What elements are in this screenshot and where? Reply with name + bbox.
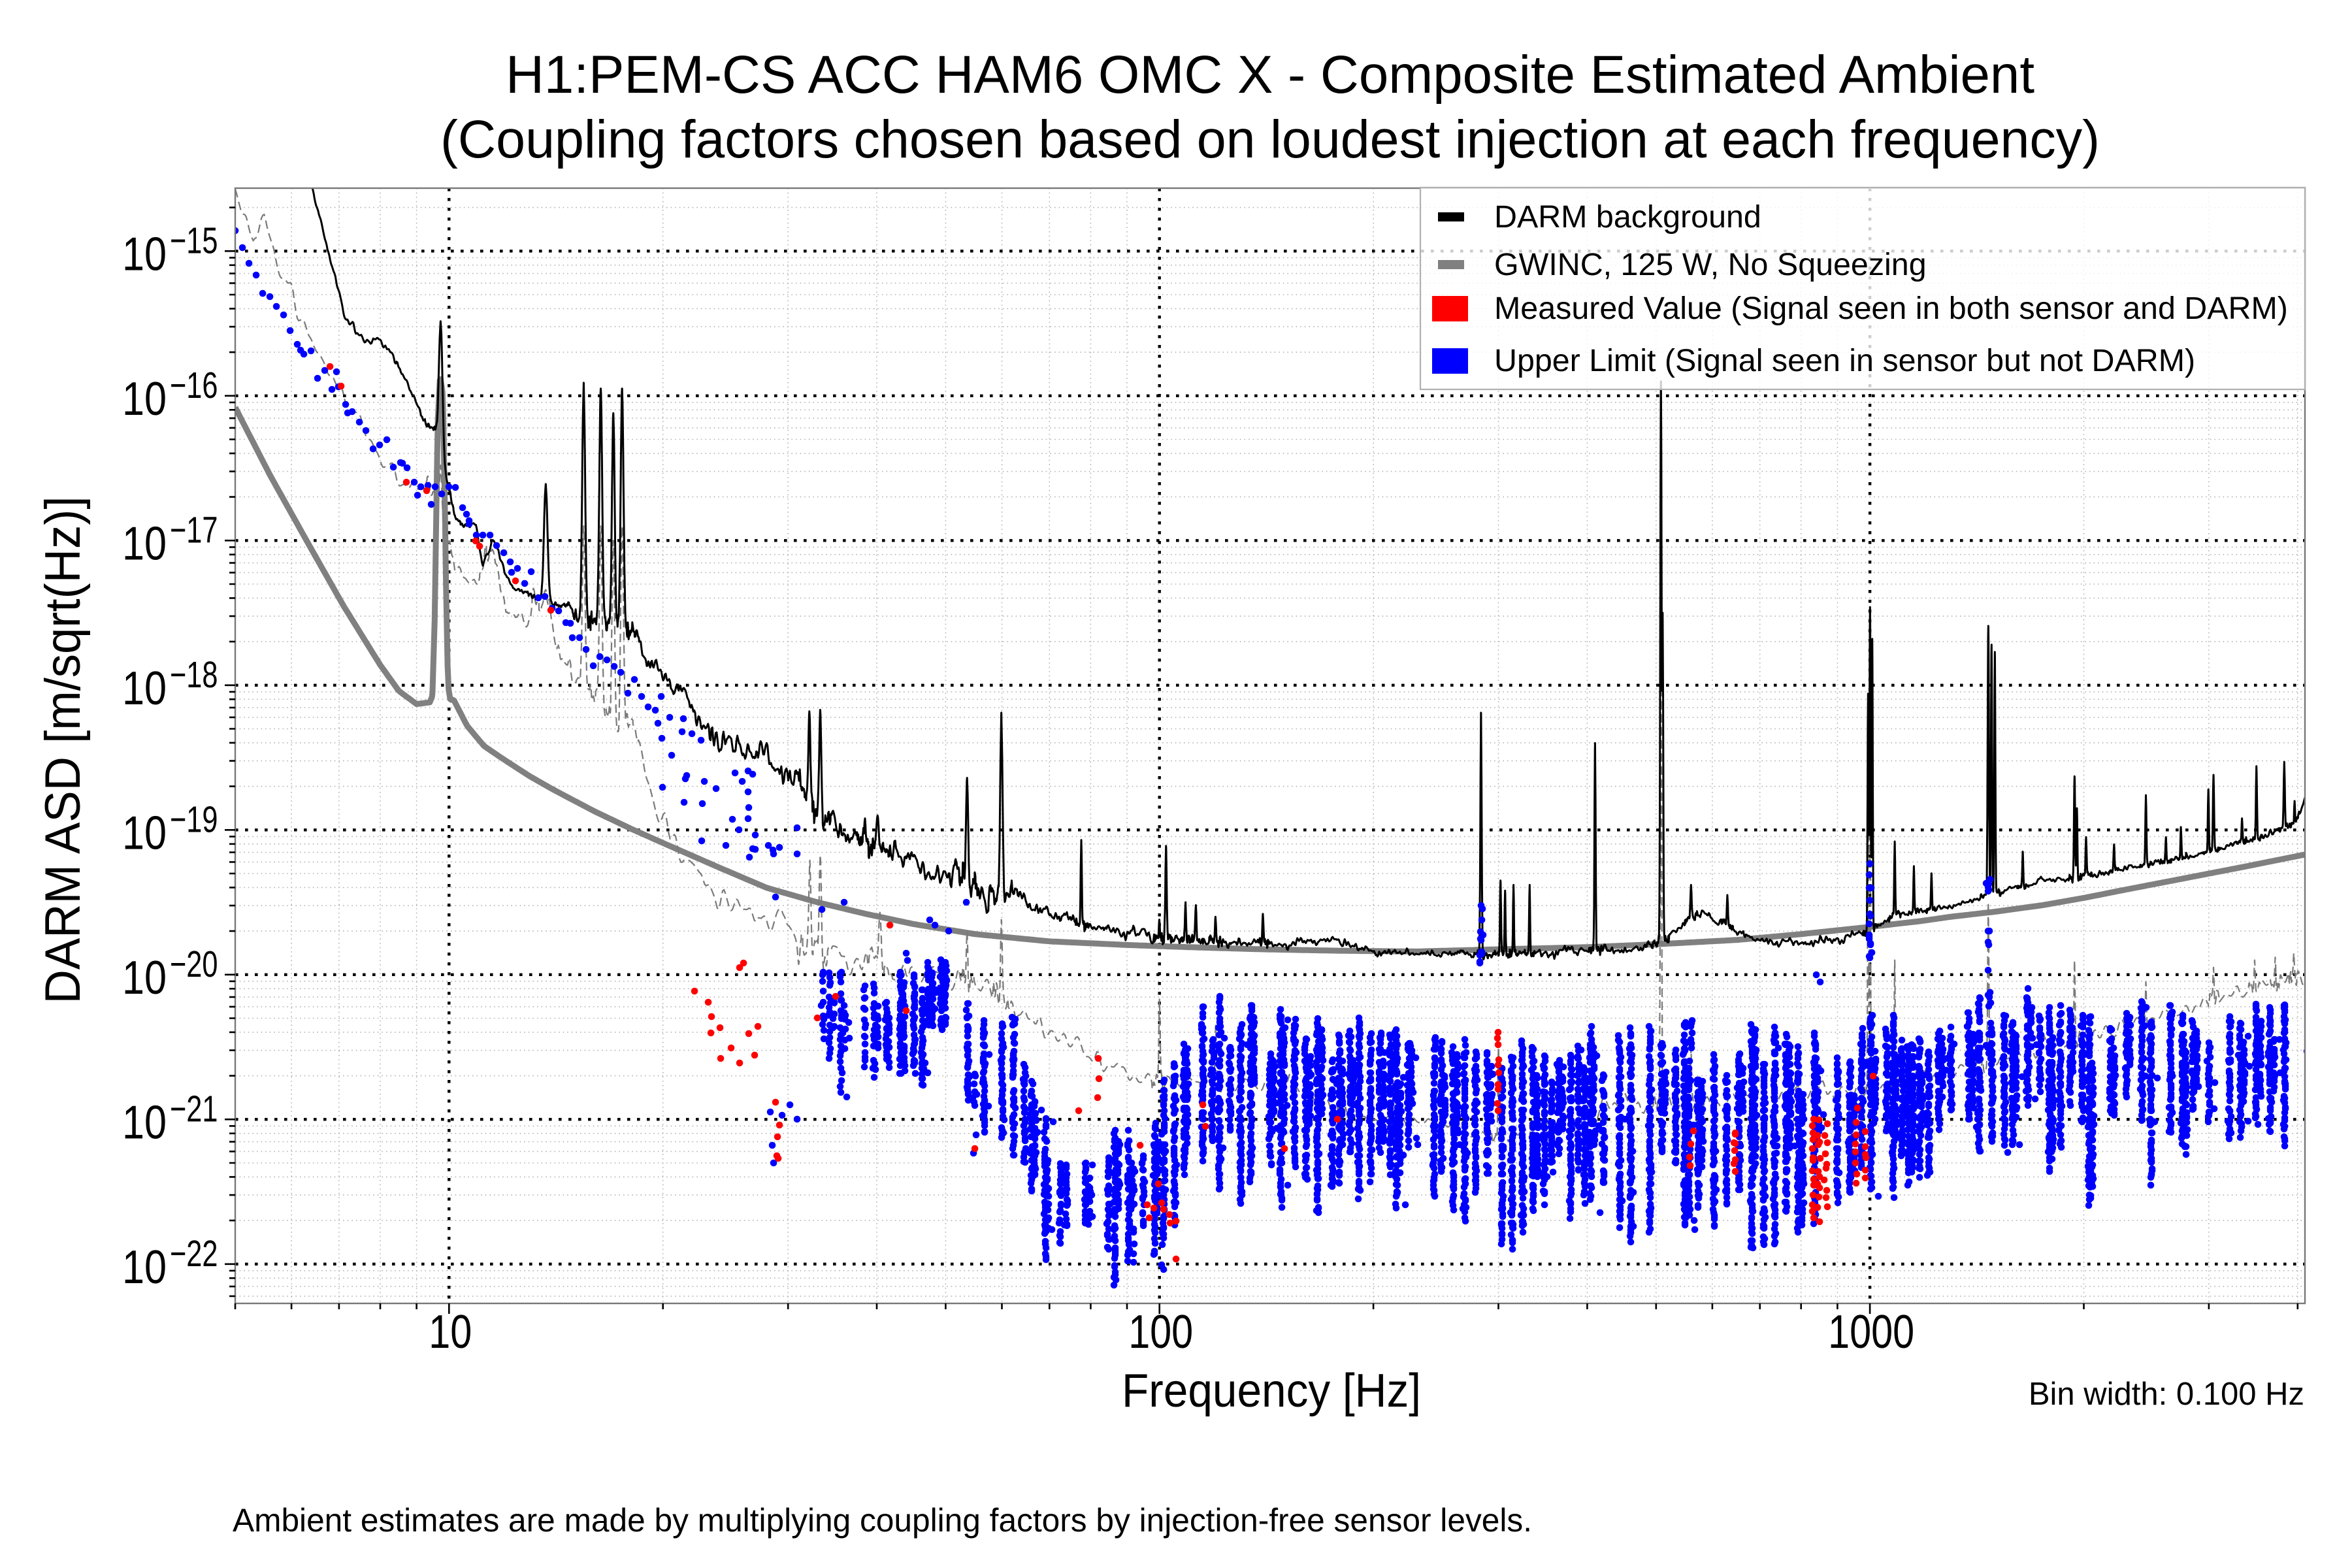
svg-text:GWINC, 125 W, No Squeezing: GWINC, 125 W, No Squeezing [1494,247,1927,282]
svg-text:Bin width: 0.100 Hz: Bin width: 0.100 Hz [2029,1377,2304,1412]
svg-text:10−15: 10−15 [122,220,218,280]
svg-text:10−16: 10−16 [122,365,218,425]
svg-text:Frequency [Hz]: Frequency [Hz] [1122,1365,1421,1417]
svg-text:10−21: 10−21 [122,1088,218,1149]
svg-text:10−22: 10−22 [122,1233,218,1294]
svg-text:1000: 1000 [1828,1306,1914,1358]
svg-text:10−17: 10−17 [122,509,218,570]
svg-text:10−20: 10−20 [122,943,218,1004]
svg-text:(Coupling factors chosen based: (Coupling factors chosen based on loudes… [440,110,2100,169]
svg-text:H1:PEM-CS ACC HAM6 OMC X - Com: H1:PEM-CS ACC HAM6 OMC X - Composite Est… [506,45,2034,105]
svg-text:Ambient estimates are made by: Ambient estimates are made by multiplyin… [233,1502,1532,1539]
svg-text:Measured Value (Signal seen in: Measured Value (Signal seen in both sens… [1494,291,2288,326]
svg-text:DARM ASD [m/sqrt(Hz)]: DARM ASD [m/sqrt(Hz)] [35,497,91,1004]
svg-text:10−18: 10−18 [122,654,218,715]
svg-text:10−19: 10−19 [122,798,218,859]
svg-text:DARM background: DARM background [1494,199,1761,235]
svg-text:Upper Limit (Signal seen in se: Upper Limit (Signal seen in sensor but n… [1494,343,2195,378]
svg-text:10: 10 [429,1306,472,1358]
svg-text:100: 100 [1128,1306,1193,1358]
